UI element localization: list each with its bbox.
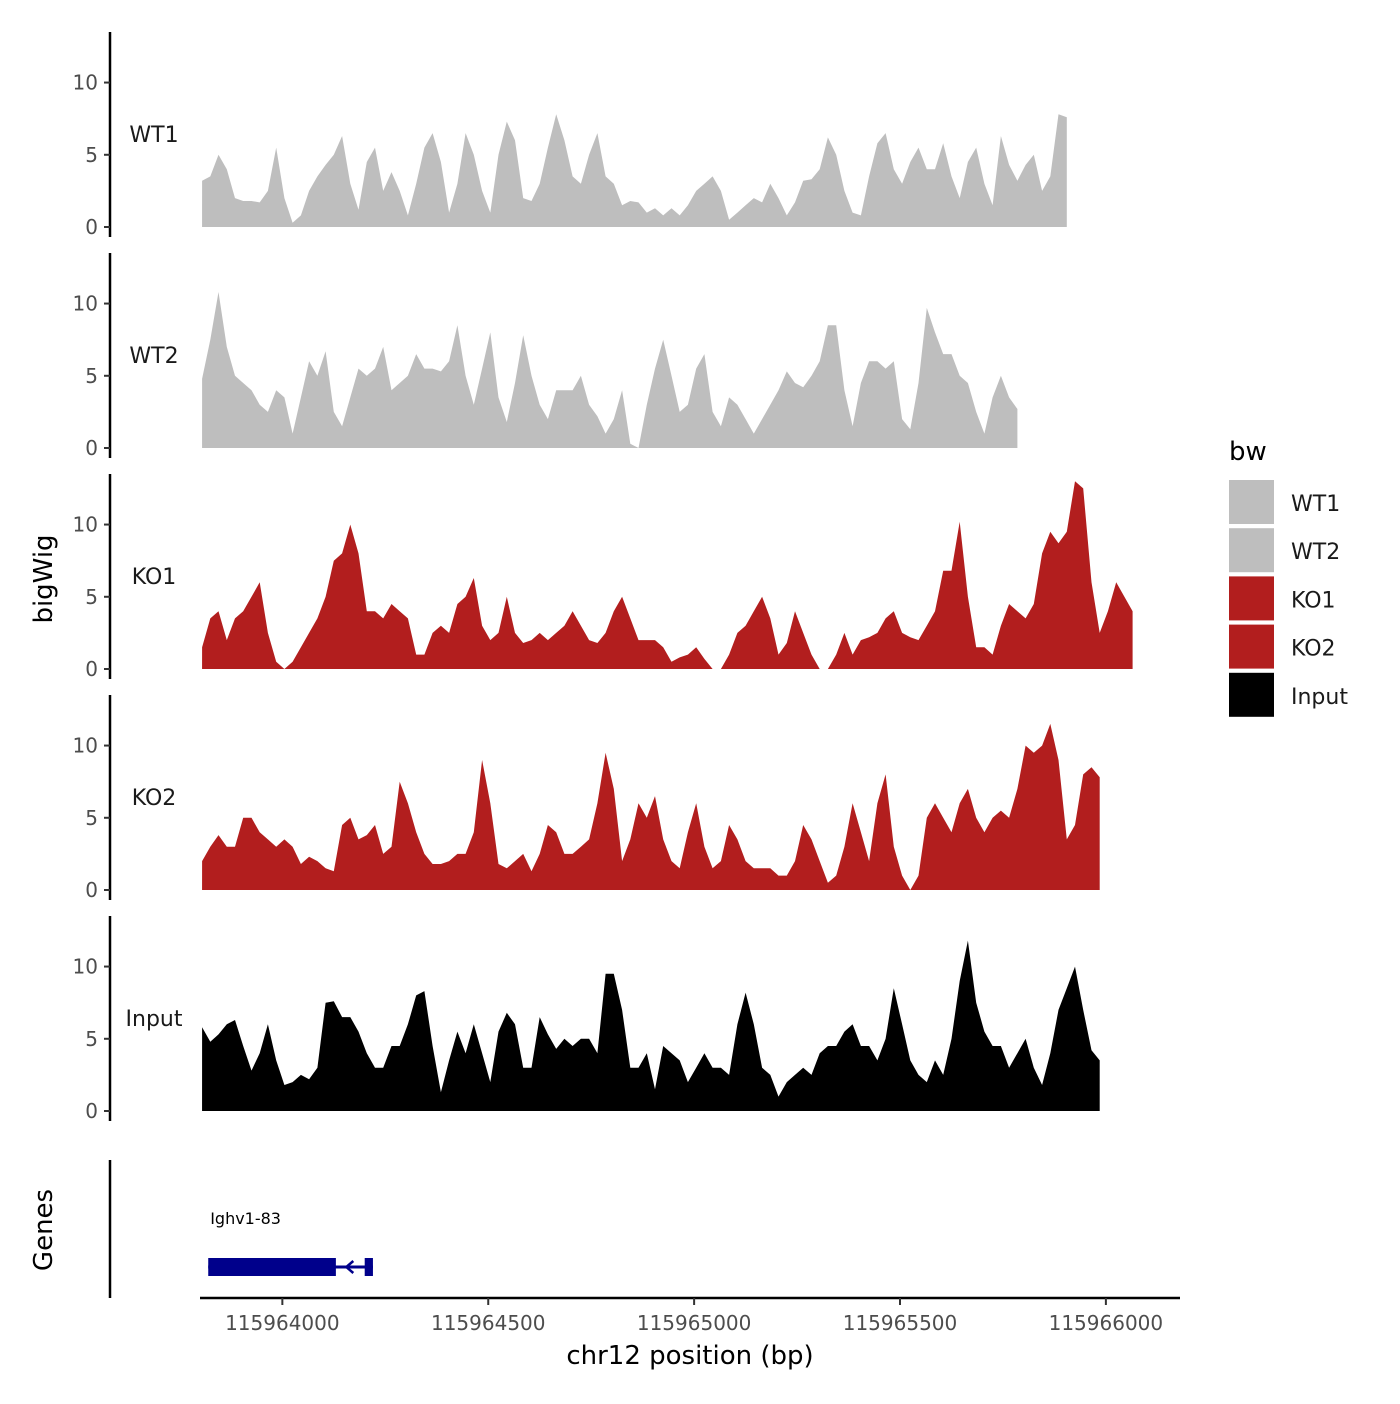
track-label-ko2: KO2 [132, 786, 177, 811]
gene-exon [364, 1258, 373, 1276]
y-tick-label: 0 [85, 436, 98, 460]
legend-label-wt1: WT1 [1291, 492, 1340, 517]
legend-label-wt2: WT2 [1291, 540, 1340, 565]
y-tick-label: 5 [85, 143, 98, 167]
track-label-ko1: KO1 [132, 565, 177, 590]
gene-label: Ighv1-83 [210, 1209, 281, 1228]
gene-ighv1-83: Ighv1-83 [208, 1209, 373, 1276]
area-wt2 [202, 292, 1018, 448]
track-ko1: 0 5 10 KO1 [73, 474, 1133, 681]
legend-key-wt1 [1229, 480, 1274, 524]
y-tick-label: 5 [85, 1027, 98, 1051]
y-tick-label: 5 [85, 585, 98, 609]
y-tick-label: 10 [73, 71, 98, 95]
x-tick-label: 115966000 [1049, 1311, 1164, 1335]
strand-arrow [344, 1260, 355, 1274]
y-tick-label: 10 [73, 513, 98, 537]
gene-exon [208, 1258, 336, 1276]
legend-key-wt2 [1229, 528, 1274, 573]
legend-key-ko2 [1229, 624, 1274, 669]
track-wt2: 0 5 10 WT2 [73, 253, 1018, 460]
legend-label-ko2: KO2 [1291, 637, 1336, 662]
y-tick-label: 10 [73, 292, 98, 316]
x-tick-label: 115965500 [843, 1311, 958, 1335]
y-tick-label: 0 [85, 215, 98, 239]
x-tick-label: 115964000 [225, 1311, 340, 1335]
legend: bw WT1 WT2 KO1 KO2 Input [1229, 437, 1348, 717]
y-axis-title: bigWig [29, 534, 59, 623]
legend-label-input: Input [1291, 685, 1348, 710]
legend-label-ko1: KO1 [1291, 588, 1336, 613]
track-input: 0 5 10 Input [73, 916, 1100, 1123]
x-axis: 115964000 115964500 115965000 115965500 1159… [200, 1296, 1180, 1335]
tracks-layer: 0 5 10 WT1 0 5 10 WT2 0 5 10 KO1 0 5 10 KO2 0 5 10 Input [73, 32, 1133, 1123]
y-tick-label: 0 [85, 1099, 98, 1123]
y-tick-label: 10 [73, 734, 98, 758]
area-input [202, 940, 1100, 1111]
area-wt1 [202, 114, 1067, 227]
y-tick-label: 10 [73, 955, 98, 979]
legend-title: bw [1229, 437, 1267, 467]
track-ko2: 0 5 10 KO2 [73, 695, 1100, 902]
genes-axis-title: Genes [29, 1189, 59, 1271]
y-tick-label: 0 [85, 878, 98, 902]
track-label-input: Input [126, 1007, 183, 1032]
gene-panel: Ighv1-83 [108, 1160, 373, 1298]
area-ko1 [202, 481, 1133, 669]
y-tick-label: 5 [85, 806, 98, 830]
track-label-wt2: WT2 [129, 344, 178, 369]
x-tick-label: 115964500 [431, 1311, 546, 1335]
track-label-wt1: WT1 [129, 123, 178, 148]
legend-key-input [1229, 672, 1274, 717]
x-tick-label: 115965000 [637, 1311, 752, 1335]
legend-key-ko1 [1229, 576, 1274, 621]
y-tick-label: 0 [85, 657, 98, 681]
x-axis-title: chr12 position (bp) [566, 1341, 813, 1371]
area-ko2 [202, 723, 1100, 890]
y-tick-label: 5 [85, 364, 98, 388]
track-wt1: 0 5 10 WT1 [73, 32, 1067, 239]
